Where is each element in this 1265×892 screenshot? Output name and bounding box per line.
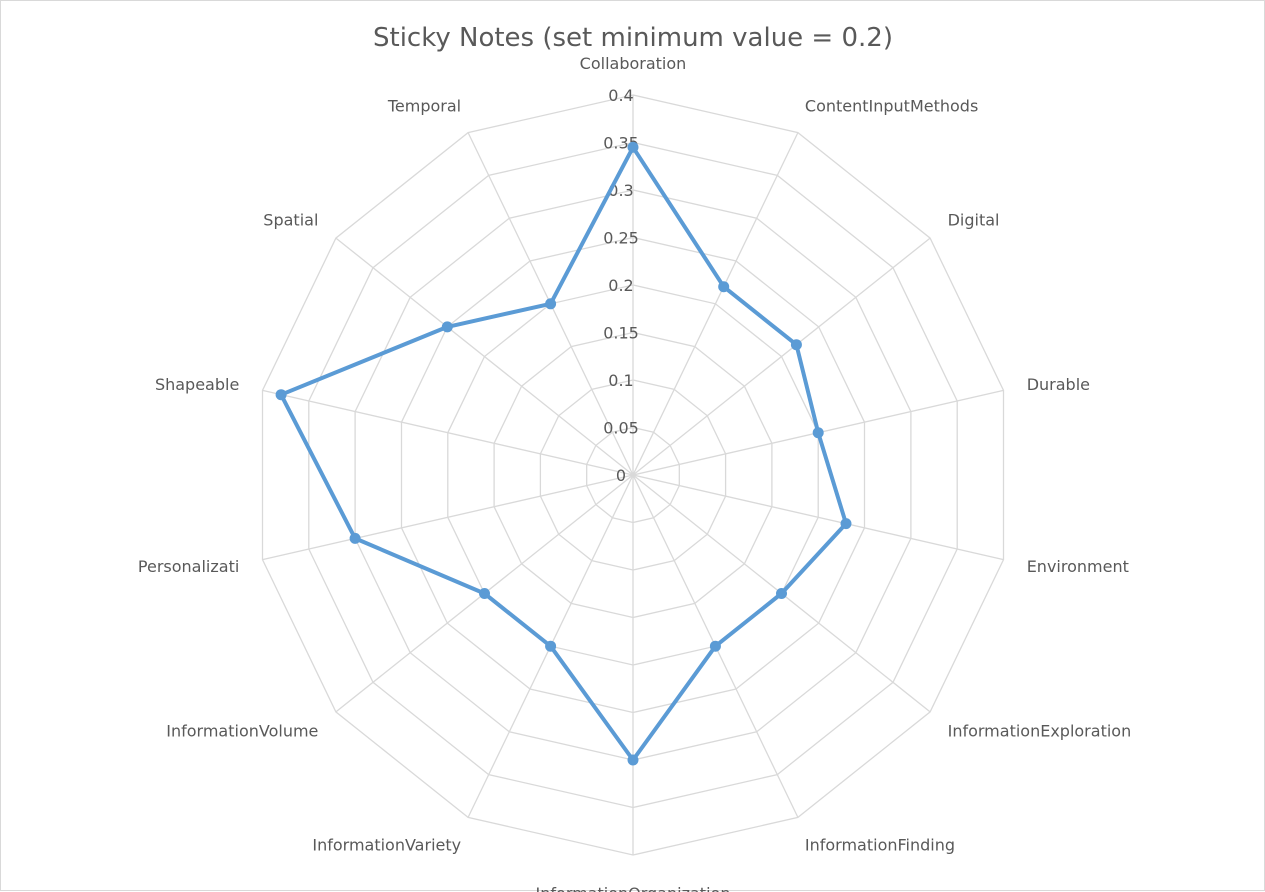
- grid-spoke: [633, 238, 930, 475]
- data-point: [442, 321, 453, 332]
- data-point: [276, 389, 287, 400]
- data-point: [710, 641, 721, 652]
- tick-label: 0: [616, 466, 626, 485]
- data-point: [791, 339, 802, 350]
- data-point: [479, 588, 490, 599]
- data-point: [628, 142, 639, 153]
- tick-label: 0.05: [603, 419, 639, 438]
- category-label: Collaboration: [580, 54, 687, 73]
- chart-title: Sticky Notes (set minimum value = 0.2): [373, 23, 893, 53]
- tick-label: 0.1: [608, 371, 633, 390]
- category-label: ContentInputMethods: [805, 97, 978, 116]
- data-point: [718, 281, 729, 292]
- category-label: Personalizati: [138, 557, 239, 576]
- data-point: [776, 588, 787, 599]
- data-point: [545, 298, 556, 309]
- category-label: Temporal: [387, 97, 461, 116]
- tick-label: 0.15: [603, 324, 639, 343]
- data-point: [545, 641, 556, 652]
- category-label: Digital: [948, 210, 1000, 229]
- radar-grid: [263, 95, 1004, 855]
- data-point: [350, 533, 361, 544]
- category-label: InformationVolume: [166, 722, 318, 741]
- data-point: [841, 518, 852, 529]
- category-label: InformationExploration: [948, 722, 1132, 741]
- tick-label: 0.4: [608, 86, 633, 105]
- category-label: Environment: [1027, 557, 1129, 576]
- tick-label: 0.25: [603, 229, 639, 248]
- category-label: InformationVariety: [312, 835, 461, 854]
- grid-spoke: [336, 238, 633, 475]
- data-point: [628, 755, 639, 766]
- category-label: Shapeable: [155, 375, 239, 394]
- category-label: Spatial: [263, 210, 318, 229]
- data-series: [276, 142, 852, 766]
- category-label: Durable: [1027, 375, 1090, 394]
- category-label: InformationFinding: [805, 835, 955, 854]
- data-point: [813, 427, 824, 438]
- tick-label: 0.2: [608, 276, 633, 295]
